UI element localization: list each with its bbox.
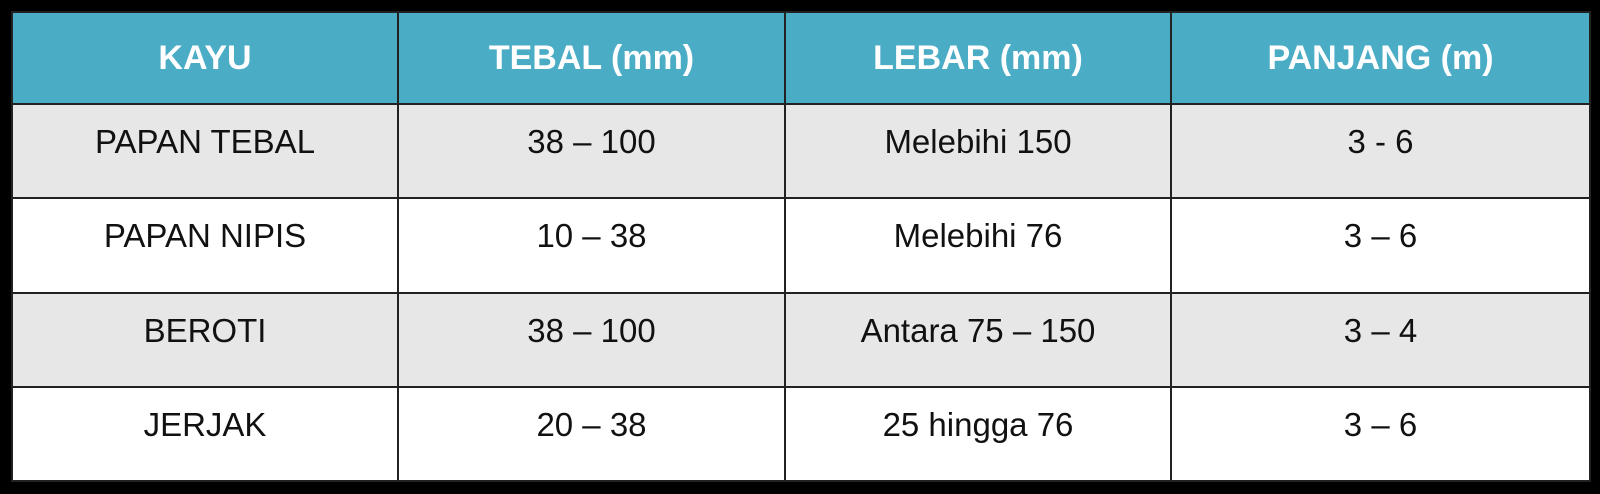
- cell-tebal: 10 – 38: [397, 197, 786, 294]
- cell-tebal: 38 – 100: [397, 291, 786, 388]
- table-row: BEROTI 38 – 100 Antara 75 – 150 3 – 4: [11, 291, 1591, 388]
- timber-dimensions-table: KAYU TEBAL (mm) LEBAR (mm) PANJANG (m) P…: [11, 11, 1591, 483]
- cell-kayu: PAPAN NIPIS: [11, 197, 399, 294]
- table-row: PAPAN TEBAL 38 – 100 Melebihi 150 3 - 6: [11, 102, 1591, 200]
- header-kayu: KAYU: [11, 11, 399, 105]
- table-row: JERJAK 20 – 38 25 hingga 76 3 – 6: [11, 385, 1591, 483]
- cell-kayu: BEROTI: [11, 291, 399, 388]
- cell-kayu: PAPAN TEBAL: [11, 102, 399, 200]
- cell-panjang: 3 - 6: [1170, 102, 1591, 200]
- table-row: PAPAN NIPIS 10 – 38 Melebihi 76 3 – 6: [11, 197, 1591, 294]
- header-panjang: PANJANG (m): [1170, 11, 1591, 105]
- cell-lebar: Melebihi 76: [784, 197, 1172, 294]
- cell-panjang: 3 – 6: [1170, 385, 1591, 483]
- header-tebal: TEBAL (mm): [397, 11, 786, 105]
- cell-lebar: Antara 75 – 150: [784, 291, 1172, 388]
- cell-tebal: 20 – 38: [397, 385, 786, 483]
- header-lebar: LEBAR (mm): [784, 11, 1172, 105]
- cell-panjang: 3 – 4: [1170, 291, 1591, 388]
- cell-panjang: 3 – 6: [1170, 197, 1591, 294]
- cell-kayu: JERJAK: [11, 385, 399, 483]
- cell-lebar: Melebihi 150: [784, 102, 1172, 200]
- cell-lebar: 25 hingga 76: [784, 385, 1172, 483]
- cell-tebal: 38 – 100: [397, 102, 786, 200]
- header-row: KAYU TEBAL (mm) LEBAR (mm) PANJANG (m): [11, 11, 1591, 105]
